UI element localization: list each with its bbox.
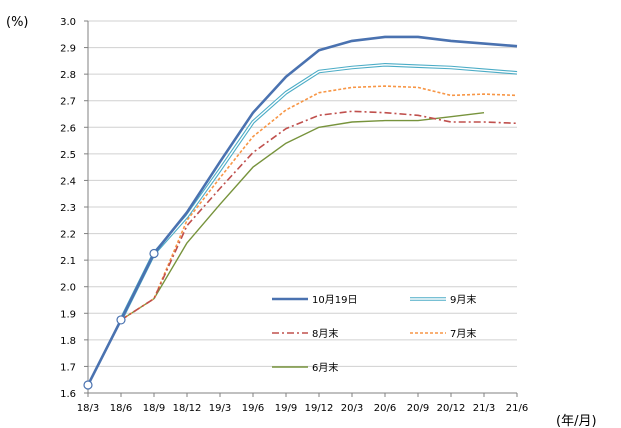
y-axis-ticks: 1.6 1.7 1.8 1.9 2.0 2.1 2.2 2.3 2.4 2.5 2.6 2.7 2.8 2…	[60, 17, 76, 400]
legend-label-3: 7月末	[450, 327, 476, 340]
series-0-point-marker	[116, 315, 126, 325]
y-tick-label: 1.6	[60, 389, 76, 400]
y-tick-label: 2.7	[60, 97, 76, 108]
legend: 10月19日 9月末 8月末 7月末 6月末	[272, 293, 476, 374]
x-tick-label: 20/3	[341, 403, 363, 414]
legend-label-1: 9月末	[450, 293, 476, 306]
x-axis-unit-label: (年/月)	[556, 414, 597, 428]
series-4-line	[120, 112, 485, 321]
y-tick-label: 2.4	[60, 176, 76, 187]
y-tick-label: 2.2	[60, 230, 76, 241]
series-3-line	[120, 85, 518, 321]
y-axis-unit-label: (%)	[6, 15, 29, 30]
x-tick-label: 21/6	[506, 403, 528, 414]
x-tick-label: 18/12	[173, 403, 202, 414]
series-0-point-marker	[83, 380, 93, 390]
legend-label-4: 6月末	[312, 361, 338, 374]
y-tick-label: 2.5	[60, 150, 76, 161]
y-tick-label: 2.3	[60, 203, 76, 214]
y-tick-label: 2.9	[60, 44, 76, 55]
x-tick-label: 19/3	[209, 403, 231, 414]
grid-lines	[88, 20, 517, 367]
series-lines	[83, 35, 518, 390]
x-tick-label: 21/3	[473, 403, 495, 414]
x-axis-ticks: 18/3 18/6 18/9 18/12 19/3 19/6 19/9 19/12 20/3 20…	[77, 403, 528, 414]
series-1-line-inner	[120, 64, 518, 321]
series-0-point-marker	[149, 248, 159, 259]
series-0-line	[86, 35, 518, 386]
x-tick-label: 18/9	[143, 403, 165, 414]
y-tick-label: 1.9	[60, 309, 76, 320]
y-tick-label: 1.8	[60, 336, 76, 347]
x-tick-label: 18/3	[77, 403, 99, 414]
x-tick-label: 20/6	[374, 403, 396, 414]
x-tick-label: 20/9	[407, 403, 429, 414]
y-tick-label: 2.8	[60, 70, 76, 81]
y-tick-label: 2.6	[60, 123, 76, 134]
legend-label-0: 10月19日	[312, 294, 357, 306]
y-tick-label: 1.7	[60, 362, 76, 373]
legend-label-2: 8月末	[312, 327, 338, 340]
x-tick-label: 18/6	[110, 403, 132, 414]
x-tick-label: 19/12	[305, 403, 334, 414]
x-tick-label: 19/6	[242, 403, 264, 414]
axes	[84, 20, 518, 397]
y-tick-label: 2.0	[60, 283, 76, 294]
y-tick-label: 3.0	[60, 17, 76, 28]
series-1-line-outer	[119, 63, 518, 321]
y-tick-label: 2.1	[60, 256, 76, 267]
series-2-line	[120, 110, 518, 321]
x-tick-label: 19/9	[275, 403, 297, 414]
x-tick-label: 20/12	[437, 403, 466, 414]
